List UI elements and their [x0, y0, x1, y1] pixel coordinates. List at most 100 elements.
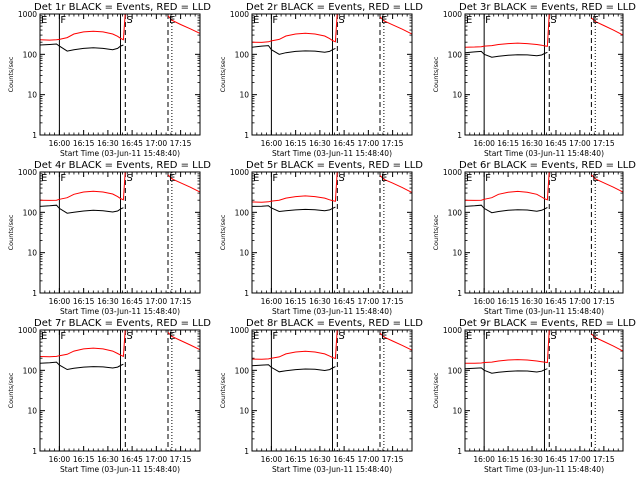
- panel-7: Det 7r BLACK = Events, RED = LLD Counts/s…: [7, 318, 211, 474]
- marker-label: E: [592, 173, 598, 184]
- plot-area: [465, 14, 623, 135]
- y-tick-label: 100: [23, 50, 38, 59]
- marker-label: S: [338, 173, 344, 184]
- x-axis-label: Start Time (03-Jun-11 15:48:40): [272, 307, 392, 316]
- plot-frame: [251, 13, 413, 136]
- x-tick-label: 16:00: [261, 139, 283, 148]
- marker-label: S: [126, 331, 132, 342]
- plot-frame: [464, 171, 624, 294]
- plot-frame: [464, 13, 624, 136]
- x-tick-label: 16:15: [73, 297, 95, 306]
- x-tick-label: 17:00: [146, 139, 168, 148]
- y-tick-label: 10: [239, 407, 249, 416]
- x-tick-label: 17:00: [358, 297, 380, 306]
- x-tick-label: 16:15: [73, 139, 95, 148]
- x-tick-label: 16:15: [497, 139, 519, 148]
- x-tick-label: 17:15: [593, 297, 615, 306]
- x-tick-label: 16:15: [497, 297, 519, 306]
- marker-label: F: [60, 15, 66, 26]
- x-tick-label: 16:00: [261, 455, 283, 464]
- marker-label: E: [381, 331, 387, 342]
- plot-frame: [251, 171, 413, 294]
- x-tick-label: 16:15: [285, 455, 307, 464]
- x-tick-label: 16:00: [261, 297, 283, 306]
- plot-area: [465, 172, 623, 293]
- y-axis-label: Counts/sec: [432, 56, 440, 92]
- y-tick-label: 100: [23, 366, 38, 375]
- lld-series-line: [252, 14, 338, 43]
- lld-series-line: [167, 332, 200, 351]
- plot-area: [40, 14, 200, 135]
- x-tick-label: 17:00: [569, 455, 591, 464]
- plot-frame: [39, 171, 201, 294]
- marker-label: S: [550, 15, 556, 26]
- panel-title: Det 7r BLACK = Events, RED = LLD: [34, 318, 211, 329]
- x-tick-label: 17:00: [358, 139, 380, 148]
- panel-6: Det 6r BLACK = Events, RED = LLD Counts/s…: [432, 160, 636, 316]
- marker-label: E: [466, 15, 472, 26]
- marker-label: E: [592, 331, 598, 342]
- x-tick-label: 17:15: [593, 455, 615, 464]
- x-tick-label: 16:30: [521, 297, 543, 306]
- y-axis-label: Counts/sec: [7, 56, 15, 92]
- x-tick-label: 16:00: [473, 297, 495, 306]
- panel-9: Det 9r BLACK = Events, RED = LLD Counts/s…: [432, 318, 636, 474]
- y-tick-label: 1000: [18, 10, 37, 19]
- marker-label: F: [485, 331, 491, 342]
- marker-label: E: [466, 173, 472, 184]
- panel-title: Det 2r BLACK = Events, RED = LLD: [246, 2, 423, 13]
- y-axis-label: Counts/sec: [7, 372, 15, 408]
- y-tick-label: 1: [244, 289, 249, 298]
- lld-series-line: [465, 14, 550, 48]
- plot-frame: [464, 329, 624, 452]
- panel-title: Det 3r BLACK = Events, RED = LLD: [459, 2, 636, 13]
- x-tick-label: 16:45: [333, 139, 355, 148]
- plot-frame: [39, 13, 201, 136]
- marker-label: S: [338, 331, 344, 342]
- x-tick-label: 16:15: [73, 455, 95, 464]
- marker-label: E: [169, 173, 175, 184]
- x-tick-label: 17:00: [146, 455, 168, 464]
- x-axis-label: Start Time (03-Jun-11 15:48:40): [60, 465, 180, 474]
- y-tick-label: 100: [235, 50, 250, 59]
- y-axis-label: Counts/sec: [7, 214, 15, 250]
- y-tick-label: 1: [457, 131, 462, 140]
- panel-title: Det 9r BLACK = Events, RED = LLD: [459, 318, 636, 329]
- x-tick-label: 16:15: [285, 139, 307, 148]
- y-axis-label: Counts/sec: [219, 56, 227, 92]
- x-tick-label: 16:15: [497, 455, 519, 464]
- marker-label: E: [381, 173, 387, 184]
- y-axis-label: Counts/sec: [219, 372, 227, 408]
- marker-label: E: [41, 331, 47, 342]
- marker-label: F: [272, 331, 278, 342]
- y-tick-label: 10: [27, 91, 37, 100]
- y-tick-label: 10: [452, 249, 462, 258]
- x-tick-label: 17:15: [170, 455, 192, 464]
- marker-label: S: [338, 15, 344, 26]
- events-series-line: [40, 43, 124, 52]
- panel-title: Det 8r BLACK = Events, RED = LLD: [246, 318, 423, 329]
- x-tick-label: 16:30: [309, 139, 331, 148]
- x-axis-label: Start Time (03-Jun-11 15:48:40): [484, 465, 604, 474]
- x-tick-label: 16:45: [121, 455, 143, 464]
- x-tick-label: 16:45: [545, 139, 567, 148]
- lld-series-line: [40, 172, 126, 201]
- panel-title: Det 4r BLACK = Events, RED = LLD: [34, 160, 211, 171]
- x-tick-label: 17:00: [146, 297, 168, 306]
- y-tick-label: 100: [448, 50, 463, 59]
- y-tick-label: 10: [452, 407, 462, 416]
- lld-series-line: [167, 174, 200, 193]
- marker-label: E: [253, 15, 259, 26]
- y-tick-label: 100: [448, 208, 463, 217]
- marker-label: S: [126, 15, 132, 26]
- x-tick-label: 16:30: [97, 455, 119, 464]
- x-tick-label: 16:30: [97, 139, 119, 148]
- lld-series-line: [465, 330, 550, 364]
- panel-5: Det 5r BLACK = Events, RED = LLD Counts/s…: [219, 160, 423, 316]
- lld-series-line: [591, 17, 623, 36]
- y-tick-label: 100: [235, 366, 250, 375]
- events-series-line: [465, 50, 548, 58]
- x-tick-label: 16:00: [473, 455, 495, 464]
- plot-frame: [251, 329, 413, 452]
- events-series-line: [252, 45, 336, 55]
